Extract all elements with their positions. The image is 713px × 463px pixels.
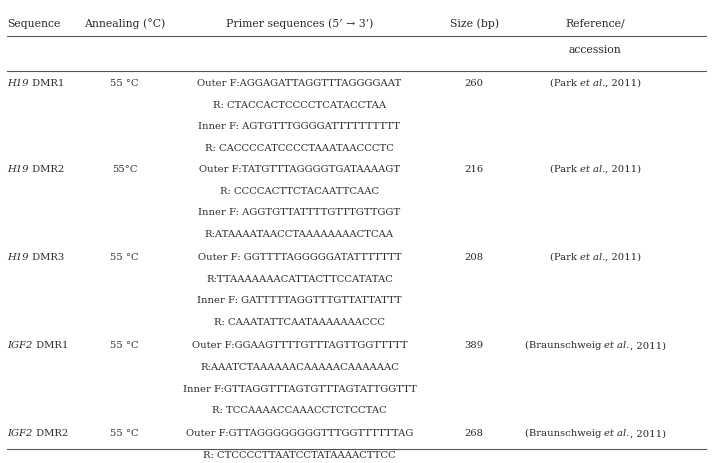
- Text: DMR2: DMR2: [29, 164, 64, 173]
- Text: , 2011): , 2011): [605, 252, 641, 261]
- Text: Primer sequences (5’ → 3’): Primer sequences (5’ → 3’): [226, 19, 373, 29]
- Text: IGF2: IGF2: [7, 340, 33, 349]
- Text: Outer F: GGTTTTAGGGGGATATTTTTTT: Outer F: GGTTTTAGGGGGATATTTTTTT: [198, 252, 401, 261]
- Text: DMR1: DMR1: [33, 340, 68, 349]
- Text: Inner F: AGTGTTTGGGGATTTTTTTTTT: Inner F: AGTGTTTGGGGATTTTTTTTTT: [198, 122, 401, 131]
- Text: 55 °C: 55 °C: [111, 252, 139, 261]
- Text: 55 °C: 55 °C: [111, 340, 139, 349]
- Text: , 2011): , 2011): [605, 164, 641, 173]
- Text: R: CAAATATTCAATAAAAAAACCC: R: CAAATATTCAATAAAAAAACCC: [214, 318, 385, 326]
- Text: Size (bp): Size (bp): [450, 19, 498, 29]
- Text: 260: 260: [465, 79, 483, 88]
- Text: R: CTCCCCTTAATCCTATAAAACTTCC: R: CTCCCCTTAATCCTATAAAACTTCC: [203, 450, 396, 459]
- Text: R: CTACCACTCCCCTCATACCTAA: R: CTACCACTCCCCTCATACCTAA: [213, 100, 386, 109]
- Text: 216: 216: [465, 164, 483, 173]
- Text: 389: 389: [465, 340, 483, 349]
- Text: Inner F: AGGTGTTATTTTGTTTGTTGGT: Inner F: AGGTGTTATTTTGTTTGTTGGT: [198, 208, 401, 217]
- Text: , 2011): , 2011): [630, 340, 666, 349]
- Text: Outer F:GGAAGTTTTGTTTAGTTGGTTTTT: Outer F:GGAAGTTTTGTTTAGTTGGTTTTT: [192, 340, 407, 349]
- Text: (Park: (Park: [550, 164, 580, 173]
- Text: DMR3: DMR3: [29, 252, 64, 261]
- Text: 208: 208: [465, 252, 483, 261]
- Text: R:TTAAAAAAACATTACTTCCATATAC: R:TTAAAAAAACATTACTTCCATATAC: [206, 274, 393, 283]
- Text: 55 °C: 55 °C: [111, 79, 139, 88]
- Text: DMR1: DMR1: [29, 79, 64, 88]
- Text: 55°C: 55°C: [112, 164, 138, 173]
- Text: (Park: (Park: [550, 79, 580, 88]
- Text: , 2011): , 2011): [605, 79, 641, 88]
- Text: R: CCCCACTTCTACAATTCAAC: R: CCCCACTTCTACAATTCAAC: [220, 186, 379, 195]
- Text: et al.: et al.: [580, 252, 605, 261]
- Text: Outer F:AGGAGATTAGGTTTAGGGGAAT: Outer F:AGGAGATTAGGTTTAGGGGAAT: [198, 79, 401, 88]
- Text: et al.: et al.: [580, 164, 605, 173]
- Text: H19: H19: [7, 252, 29, 261]
- Text: 268: 268: [465, 428, 483, 437]
- Text: Annealing (°C): Annealing (°C): [84, 19, 165, 29]
- Text: H19: H19: [7, 164, 29, 173]
- Text: R: CACCCCATCCCCTAAATAACCCTC: R: CACCCCATCCCCTAAATAACCCTC: [205, 144, 394, 153]
- Text: (Braunschweig: (Braunschweig: [525, 428, 605, 438]
- Text: Reference/: Reference/: [565, 19, 625, 29]
- Text: Sequence: Sequence: [7, 19, 61, 29]
- Text: accession: accession: [569, 45, 622, 56]
- Text: R:AAATCTAAAAAACAAAAACAAAAAAC: R:AAATCTAAAAAACAAAAACAAAAAAC: [200, 362, 399, 371]
- Text: et al.: et al.: [605, 340, 630, 349]
- Text: Outer F:TATGTTTAGGGGTGATAAAAGT: Outer F:TATGTTTAGGGGTGATAAAAGT: [199, 164, 400, 173]
- Text: Outer F:GTTAGGGGGGGGTTTGGTTTTTTAG: Outer F:GTTAGGGGGGGGTTTGGTTTTTTAG: [186, 428, 413, 437]
- Text: (Park: (Park: [550, 252, 580, 261]
- Text: et al.: et al.: [605, 428, 630, 437]
- Text: Inner F:GTTAGGTTTAGTGTTTAGTATTGGTTT: Inner F:GTTAGGTTTAGTGTTTAGTATTGGTTT: [183, 384, 416, 393]
- Text: Inner F: GATTTTTAGGTTTGTTATTATTT: Inner F: GATTTTTAGGTTTGTTATTATTT: [198, 296, 401, 305]
- Text: DMR2: DMR2: [33, 428, 68, 437]
- Text: H19: H19: [7, 79, 29, 88]
- Text: et al.: et al.: [580, 79, 605, 88]
- Text: 55 °C: 55 °C: [111, 428, 139, 437]
- Text: IGF2: IGF2: [7, 428, 33, 437]
- Text: R: TCCAAAACCAAACCTCTCCTAC: R: TCCAAAACCAAACCTCTCCTAC: [212, 406, 387, 414]
- Text: (Braunschweig: (Braunschweig: [525, 340, 605, 350]
- Text: , 2011): , 2011): [630, 428, 666, 437]
- Text: R:ATAAAATAACCTAAAAAAAACTCAA: R:ATAAAATAACCTAAAAAAAACTCAA: [205, 230, 394, 238]
